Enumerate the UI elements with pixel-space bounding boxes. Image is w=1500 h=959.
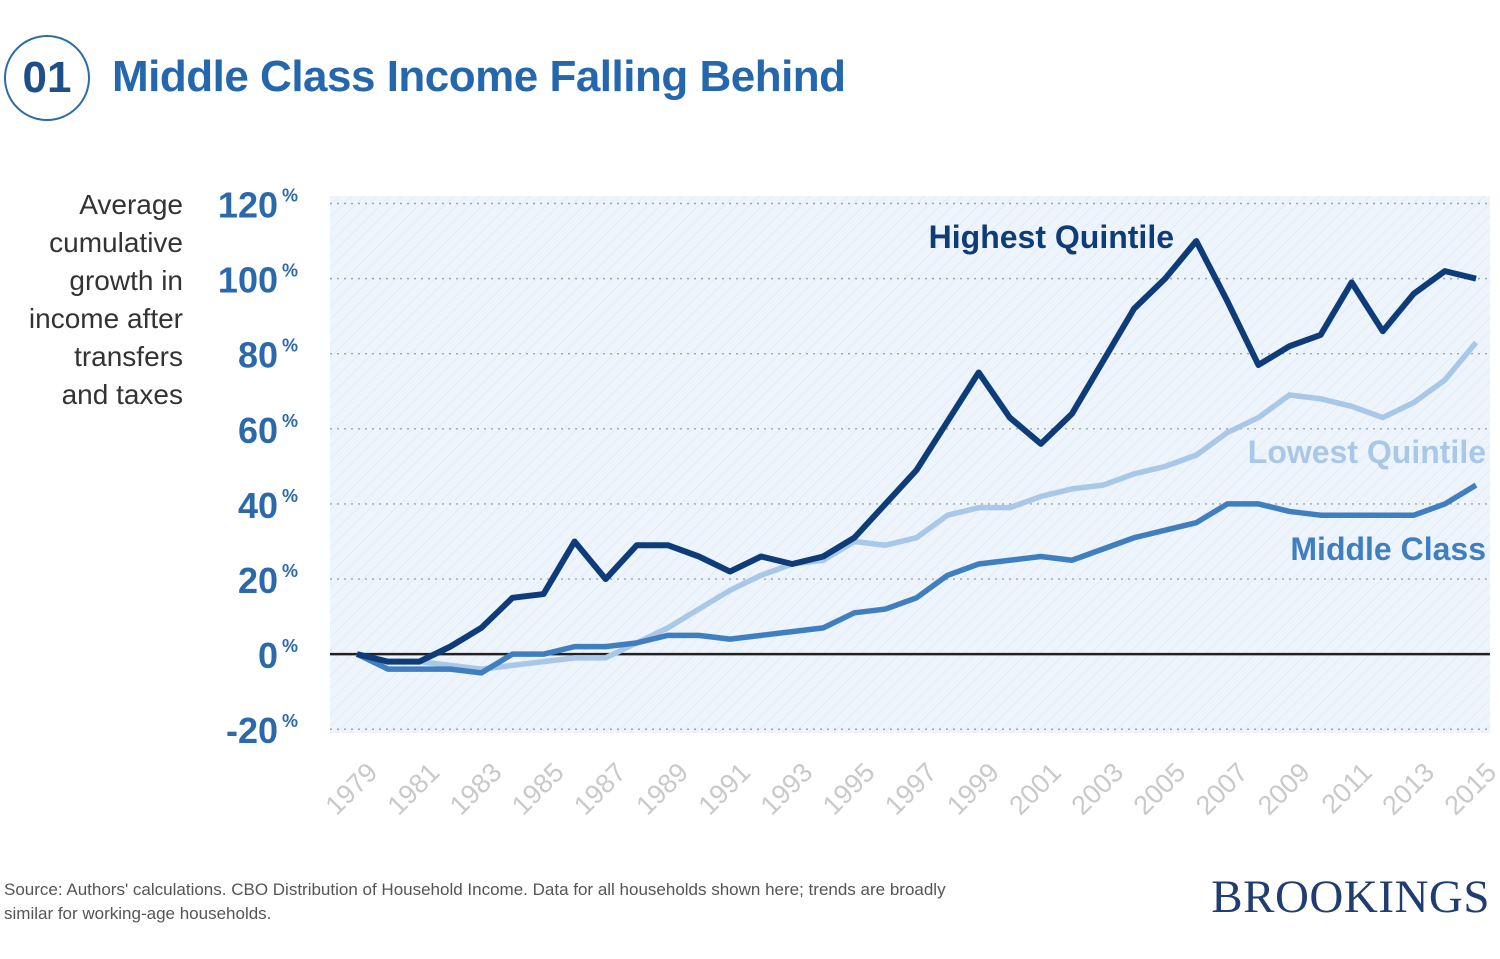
series-label-middle: Middle Class: [1290, 531, 1486, 567]
y-tick-percent-sign: %: [282, 636, 298, 656]
x-tick-label: 1995: [817, 757, 881, 821]
y-axis-label-line: Average: [79, 189, 183, 220]
x-axis-ticks: 1979198119831985198719891991199319951997…: [320, 757, 1500, 821]
y-axis-ticks: 120 %100 %80 %60 %40 %20 %0 %-20%: [218, 185, 298, 752]
y-tick-label: 60: [238, 410, 278, 451]
x-tick-label: 2001: [1003, 757, 1067, 821]
x-tick-label: 2011: [1316, 757, 1378, 819]
y-axis-label-line: growth in: [69, 265, 183, 296]
brookings-logo: BROOKINGS: [1211, 871, 1490, 923]
x-tick-label: 2015: [1439, 757, 1500, 821]
series-line-highest: [356, 238, 1477, 665]
series-labels: Highest Quintile Lowest Quintile Middle Cl…: [929, 219, 1486, 567]
x-tick-label: 1993: [755, 757, 819, 821]
x-tick-label: 1983: [444, 757, 508, 821]
series-label-lowest: Lowest Quintile: [1248, 434, 1486, 470]
y-tick-percent-sign: %: [282, 711, 298, 731]
line-chart: 120 %100 %80 %60 %40 %20 %0 %-20% 1979198119831…: [218, 185, 1500, 821]
source-note: Source: Authors' calculations. CBO Distr…: [4, 880, 946, 923]
x-tick-label: 2013: [1376, 757, 1440, 821]
x-tick-label: 1997: [879, 757, 943, 821]
y-tick-label: -20: [226, 710, 278, 751]
y-axis-label-line: and taxes: [61, 379, 183, 410]
y-tick-percent-sign: %: [282, 561, 298, 581]
series-lines: [355, 238, 1479, 676]
x-tick-label: 2005: [1128, 757, 1192, 821]
y-tick-percent-sign: %: [282, 411, 298, 431]
x-tick-label: 2007: [1190, 757, 1254, 821]
y-tick-percent-sign: %: [282, 336, 298, 356]
y-tick-label: 20: [238, 560, 278, 601]
chart-number: 01: [22, 53, 72, 102]
chart-number-badge: 01: [4, 35, 90, 121]
y-tick-label: 40: [238, 485, 278, 526]
y-tick-percent-sign: %: [282, 261, 298, 281]
gridlines: [330, 202, 1490, 730]
y-axis-label-line: transfers: [74, 341, 183, 372]
page-title: Middle Class Income Falling Behind: [112, 52, 846, 101]
series-line-middle: [355, 482, 1478, 676]
x-tick-label: 1979: [320, 757, 384, 821]
x-tick-label: 2009: [1252, 757, 1316, 821]
x-tick-label: 1985: [506, 757, 570, 821]
y-axis-label-line: income after: [28, 303, 183, 334]
x-tick-label: 1991: [693, 757, 757, 821]
y-tick-percent-sign: %: [282, 486, 298, 506]
y-axis-label-line: cumulative: [49, 227, 183, 258]
y-tick-label: 80: [238, 335, 278, 376]
plot-background: [330, 196, 1490, 733]
x-tick-label: 1981: [382, 757, 446, 821]
x-tick-label: 2003: [1066, 757, 1130, 821]
y-tick-label: 120: [218, 185, 278, 226]
y-axis-label: Average cumulative growth in income afte…: [0, 186, 183, 414]
y-tick-percent-sign: %: [282, 186, 298, 206]
x-tick-label: 1987: [568, 757, 632, 821]
series-label-highest: Highest Quintile: [929, 219, 1174, 255]
x-tick-label: 1989: [630, 757, 694, 821]
series-line-lowest: [356, 340, 1479, 672]
y-tick-label: 100: [218, 260, 278, 301]
x-tick-label: 1999: [941, 757, 1005, 821]
y-tick-label: 0: [258, 635, 278, 676]
